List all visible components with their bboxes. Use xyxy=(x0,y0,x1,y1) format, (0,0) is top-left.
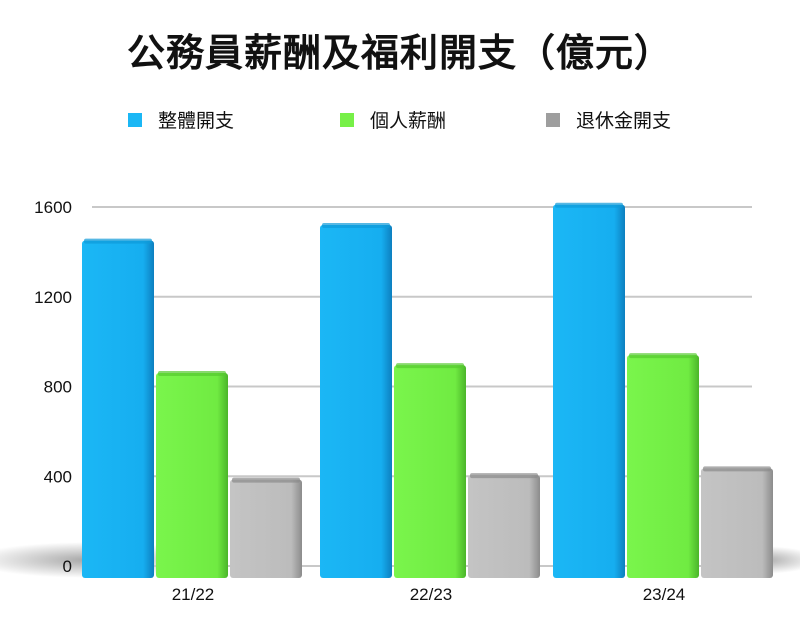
x-tick-label: 23/24 xyxy=(643,585,686,604)
legend-label: 退休金開支 xyxy=(576,110,672,132)
bar-top xyxy=(322,222,390,228)
bar-top xyxy=(396,363,464,369)
bar-total xyxy=(553,204,625,578)
y-tick-label: 800 xyxy=(44,378,72,397)
bar-pension xyxy=(468,475,540,578)
legend-item: 整體開支 xyxy=(128,106,234,133)
bar-top xyxy=(232,477,300,483)
bar-pension xyxy=(230,479,302,578)
x-tick-label: 22/23 xyxy=(410,585,453,604)
bar-pension xyxy=(701,468,773,578)
legend-item: 個人薪酬 xyxy=(340,106,446,133)
y-tick-label: 400 xyxy=(44,467,72,486)
x-tick-label: 21/22 xyxy=(172,585,215,604)
bar-top xyxy=(470,473,538,479)
legend: 整體開支 個人薪酬 退休金開支 xyxy=(0,106,800,136)
bar-top xyxy=(84,238,152,244)
bar-top xyxy=(158,371,226,377)
bar-top xyxy=(629,353,697,359)
y-tick-label: 1200 xyxy=(34,288,72,307)
bar-salary xyxy=(156,373,228,578)
bar-salary xyxy=(627,355,699,578)
y-tick-label: 0 xyxy=(63,557,72,576)
bar-total xyxy=(320,224,392,578)
bar-total xyxy=(82,240,154,578)
legend-label: 整體開支 xyxy=(158,110,235,132)
y-tick-label: 1600 xyxy=(34,198,72,217)
legend-swatch xyxy=(128,112,142,127)
chart-title: 公務員薪酬及福利開支（億元） xyxy=(126,31,673,75)
legend-item: 退休金開支 xyxy=(546,106,671,133)
legend-swatch xyxy=(546,112,560,127)
bar-top xyxy=(703,466,771,472)
bar-salary xyxy=(394,365,466,578)
bar-top xyxy=(555,202,623,208)
legend-label: 個人薪酬 xyxy=(370,110,447,132)
legend-swatch xyxy=(340,112,354,127)
